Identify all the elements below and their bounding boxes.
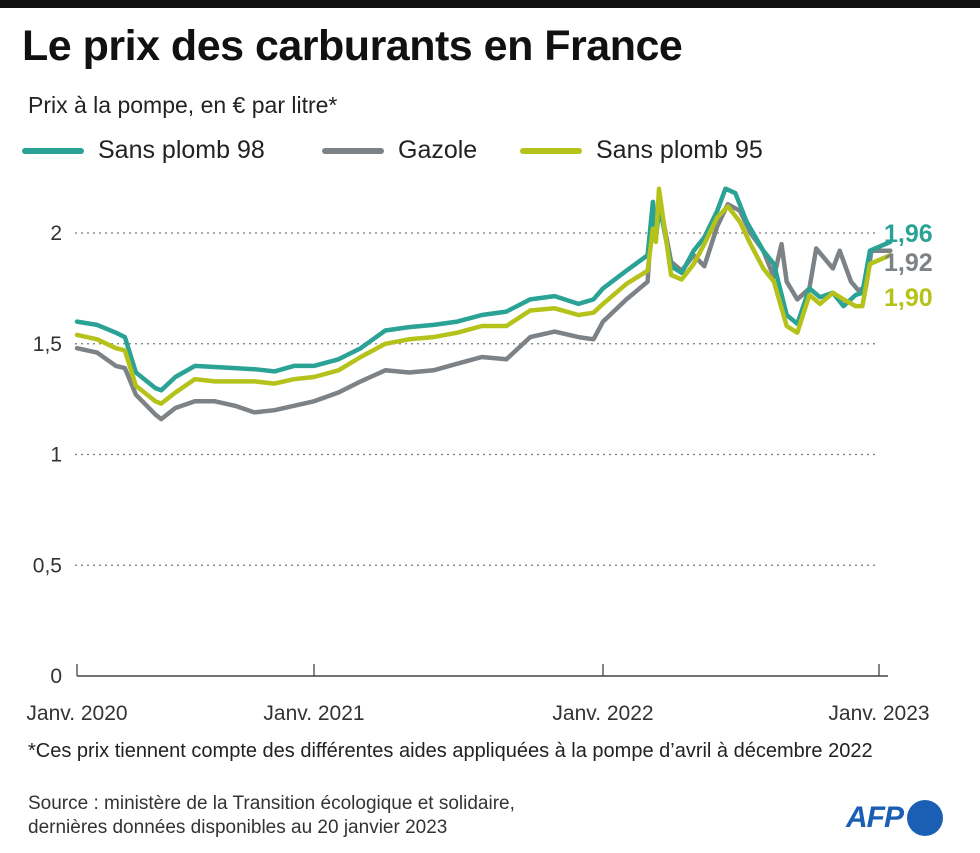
y-tick-label: 0,5: [33, 554, 62, 577]
legend-swatch: [22, 147, 84, 154]
top-bar: [0, 0, 980, 8]
chart-title: Le prix des carburants en France: [22, 22, 683, 70]
source: Source : ministère de la Transition écol…: [28, 792, 515, 840]
series-line-gazole: [74, 199, 893, 422]
x-tick-label: Janv. 2020: [26, 702, 127, 725]
afp-logo-dot: [907, 800, 943, 836]
legend-label: Sans plomb 98: [98, 136, 265, 164]
end-value-label: 1,96: [884, 220, 933, 248]
x-tick-label: Janv. 2022: [552, 702, 653, 725]
legend-swatch: [322, 147, 384, 154]
afp-logo-text: AFP: [846, 801, 904, 834]
y-tick-label: 2: [50, 222, 62, 245]
legend-item-sp95: Sans plomb 95: [520, 136, 763, 165]
y-tick-label: 1: [50, 444, 62, 467]
legend-label: Gazole: [398, 136, 478, 164]
y-tick-label: 1,5: [33, 333, 62, 356]
end-value-label: 1,90: [884, 284, 933, 312]
legend-swatch: [520, 147, 582, 154]
legend-item-gazole: Gazole: [322, 136, 477, 165]
series-line-sans-plomb-95: [74, 186, 893, 406]
legend-label: Sans plomb 95: [596, 136, 763, 164]
x-tick-label: Janv. 2023: [828, 702, 929, 725]
x-tick-label: Janv. 2021: [263, 702, 364, 725]
chart-subtitle: Prix à la pompe, en € par litre*: [28, 92, 338, 118]
end-value-label: 1,92: [884, 249, 933, 277]
afp-logo: AFP: [846, 800, 943, 836]
series-line-sans-plomb-98: [74, 186, 893, 393]
source-line: dernières données disponibles au 20 janv…: [28, 817, 448, 838]
footnote: *Ces prix tiennent compte des différente…: [28, 740, 873, 762]
legend-item-sp98: Sans plomb 98: [22, 136, 265, 165]
y-tick-label: 0: [50, 665, 62, 688]
source-line: Source : ministère de la Transition écol…: [28, 793, 515, 814]
